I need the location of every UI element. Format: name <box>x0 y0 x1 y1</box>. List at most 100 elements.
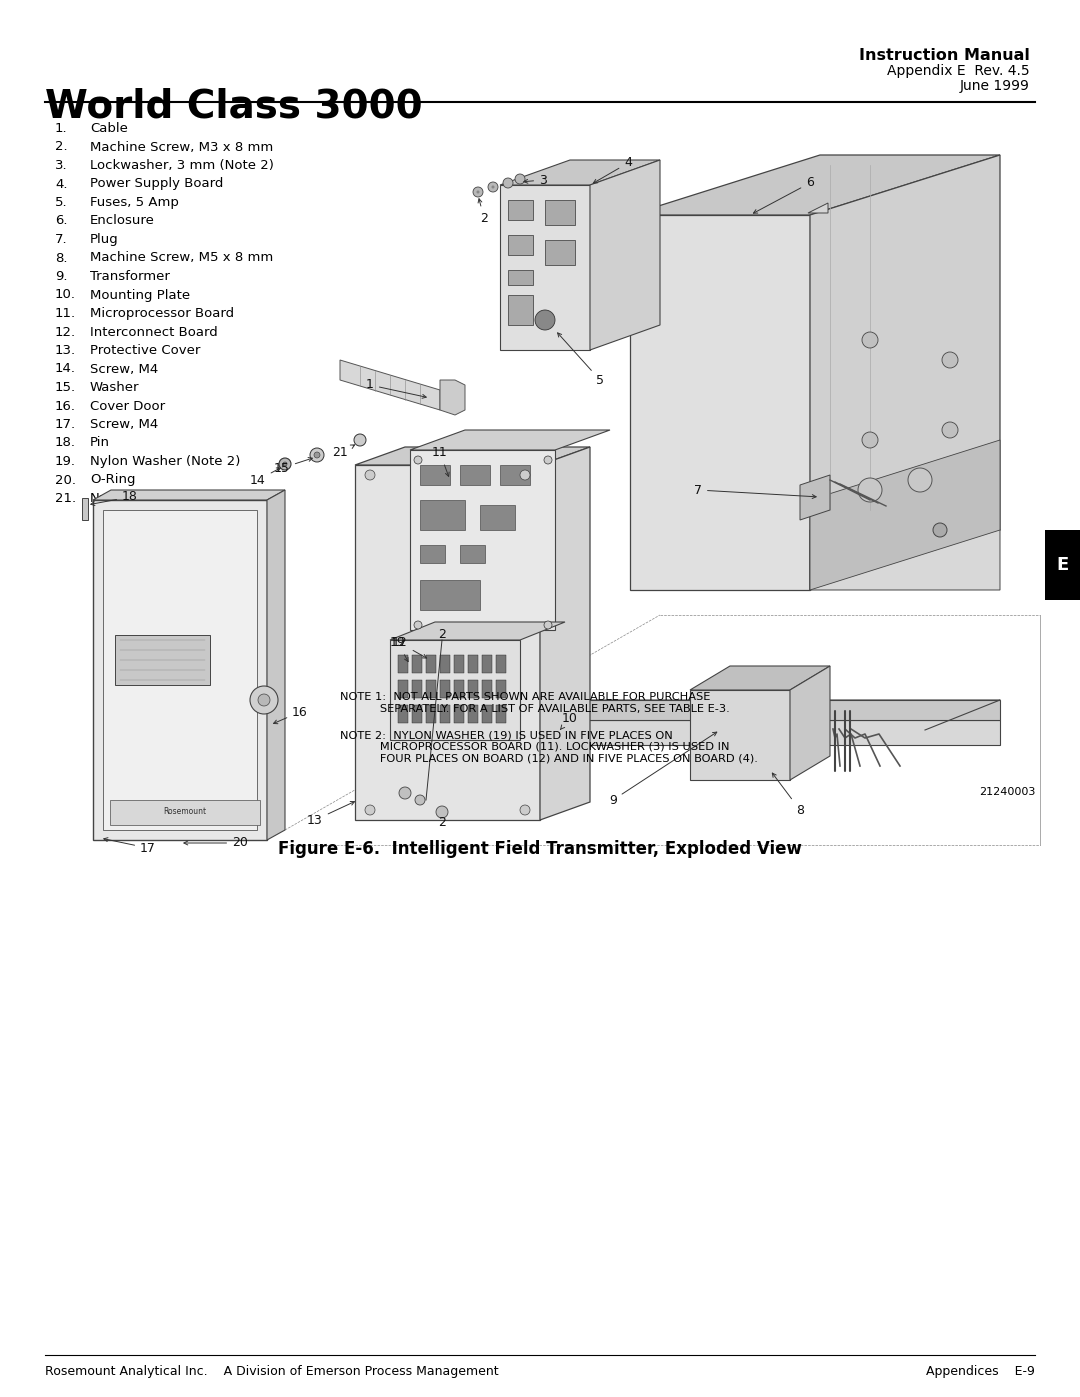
Circle shape <box>365 805 375 814</box>
Circle shape <box>310 448 324 462</box>
Circle shape <box>858 478 882 502</box>
Text: 3.: 3. <box>55 159 68 172</box>
Polygon shape <box>630 215 810 590</box>
Bar <box>411 680 422 698</box>
Text: 10: 10 <box>561 711 578 729</box>
Circle shape <box>535 310 555 330</box>
Text: Screw, M4: Screw, M4 <box>90 362 159 376</box>
Text: 12.: 12. <box>55 326 76 338</box>
Text: Fuses, 5 Amp: Fuses, 5 Amp <box>90 196 179 210</box>
Polygon shape <box>808 203 828 212</box>
Text: 16: 16 <box>273 705 308 724</box>
Text: 17: 17 <box>104 838 156 855</box>
Circle shape <box>415 795 426 805</box>
Circle shape <box>515 175 525 184</box>
Text: Cover Door: Cover Door <box>90 400 165 412</box>
Bar <box>440 655 450 673</box>
Polygon shape <box>500 184 590 351</box>
Text: 20: 20 <box>184 837 248 849</box>
Text: 10.: 10. <box>55 289 76 302</box>
Text: 6.: 6. <box>55 215 67 228</box>
Polygon shape <box>440 380 465 415</box>
Text: Lockwasher, 3 mm (Note 2): Lockwasher, 3 mm (Note 2) <box>90 159 274 172</box>
Bar <box>460 465 490 485</box>
Polygon shape <box>540 447 590 820</box>
Circle shape <box>354 434 366 446</box>
Circle shape <box>436 806 448 819</box>
Polygon shape <box>630 180 645 215</box>
Text: 3: 3 <box>524 173 546 187</box>
Bar <box>482 680 492 698</box>
Bar <box>1045 529 1080 599</box>
Polygon shape <box>355 465 540 820</box>
Circle shape <box>365 469 375 481</box>
Text: Washer: Washer <box>90 381 139 394</box>
Text: 6: 6 <box>754 176 814 214</box>
Text: 7.: 7. <box>55 233 68 246</box>
Polygon shape <box>267 490 285 840</box>
Bar <box>82 497 87 520</box>
Polygon shape <box>103 510 257 830</box>
Text: 15.: 15. <box>55 381 76 394</box>
Bar <box>480 504 515 529</box>
Circle shape <box>279 458 291 469</box>
Text: 9: 9 <box>609 732 717 806</box>
Text: 2: 2 <box>438 629 446 641</box>
Circle shape <box>476 190 480 194</box>
Text: 11: 11 <box>432 447 449 476</box>
Bar <box>420 580 480 610</box>
Text: Mounting Plate: Mounting Plate <box>90 289 190 302</box>
Text: E: E <box>1056 556 1068 574</box>
Bar <box>545 240 575 265</box>
Text: Protective Cover: Protective Cover <box>90 344 201 358</box>
Bar <box>496 705 507 724</box>
Bar <box>440 680 450 698</box>
Bar <box>454 705 464 724</box>
Text: 11.: 11. <box>55 307 76 320</box>
Polygon shape <box>355 447 590 465</box>
Bar <box>411 655 422 673</box>
Circle shape <box>862 332 878 348</box>
Circle shape <box>519 805 530 814</box>
Circle shape <box>399 787 411 799</box>
Text: 18.: 18. <box>55 436 76 450</box>
Circle shape <box>473 187 483 197</box>
Bar <box>508 235 534 256</box>
Bar <box>399 655 408 673</box>
Text: 13.: 13. <box>55 344 76 358</box>
Polygon shape <box>810 440 1000 590</box>
Text: 2.: 2. <box>55 141 68 154</box>
Circle shape <box>519 469 530 481</box>
Text: Appendices    E-9: Appendices E-9 <box>927 1365 1035 1377</box>
Text: 9.: 9. <box>55 270 67 284</box>
Text: 7: 7 <box>694 483 816 499</box>
Text: Machine Screw, M5 x 8 mm: Machine Screw, M5 x 8 mm <box>90 251 273 264</box>
Polygon shape <box>810 155 1000 590</box>
Circle shape <box>862 432 878 448</box>
Bar <box>426 680 436 698</box>
Polygon shape <box>630 155 1000 215</box>
Bar <box>454 680 464 698</box>
Text: 4.: 4. <box>55 177 67 190</box>
Text: Enclosure: Enclosure <box>90 215 154 228</box>
Text: Figure E-6.  Intelligent Field Transmitter, Exploded View: Figure E-6. Intelligent Field Transmitte… <box>278 840 802 858</box>
Bar <box>496 680 507 698</box>
Polygon shape <box>390 640 519 740</box>
Polygon shape <box>93 490 285 500</box>
Polygon shape <box>110 800 260 826</box>
Text: Nylon Washer: Nylon Washer <box>90 492 181 504</box>
Text: Cable: Cable <box>90 122 127 136</box>
Polygon shape <box>590 161 660 351</box>
Text: 8.: 8. <box>55 251 67 264</box>
Polygon shape <box>340 360 440 409</box>
Circle shape <box>503 177 513 189</box>
Text: 19.: 19. <box>55 455 76 468</box>
Bar <box>545 200 575 225</box>
Circle shape <box>414 455 422 464</box>
Bar <box>399 705 408 724</box>
Circle shape <box>491 186 495 189</box>
Text: 21: 21 <box>333 444 354 460</box>
Bar <box>500 465 530 485</box>
Bar <box>468 680 478 698</box>
Text: Rosemount Analytical Inc.    A Division of Emerson Process Management: Rosemount Analytical Inc. A Division of … <box>45 1365 499 1377</box>
